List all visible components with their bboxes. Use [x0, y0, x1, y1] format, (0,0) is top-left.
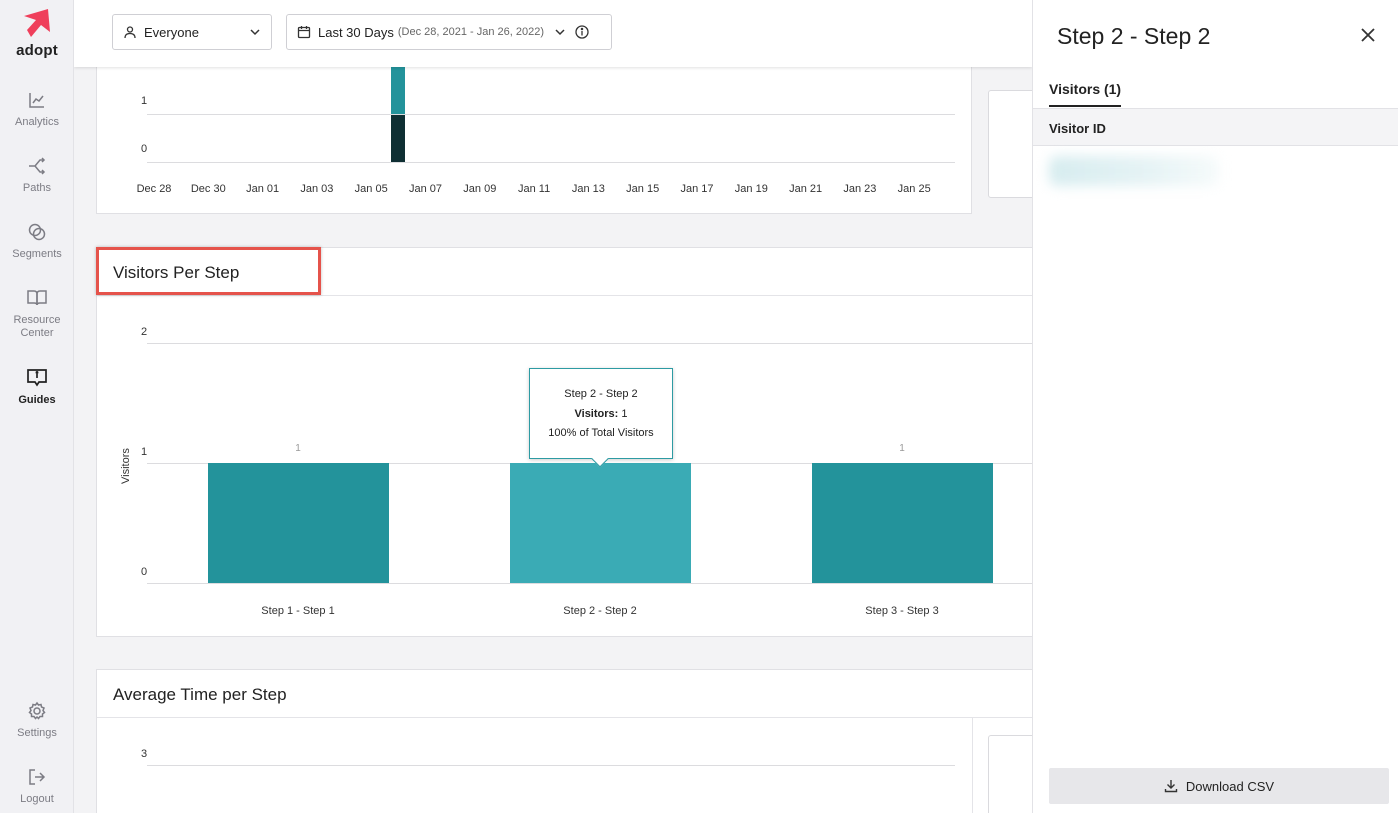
x-tick: Jan 25 — [897, 183, 931, 195]
x-tick: Jan 15 — [626, 183, 660, 195]
y-tick: 0 — [141, 566, 148, 578]
tooltip-metric-value: 1 — [621, 407, 628, 420]
card-title: Visitors Per Step — [113, 263, 240, 282]
segments-icon — [28, 223, 46, 241]
divider — [972, 718, 973, 813]
tooltip-metric-label: Visitors: — [574, 407, 619, 420]
y-tick: 0 — [141, 143, 148, 155]
card-title: Average Time per Step — [113, 685, 287, 704]
download-csv-button[interactable]: Download CSV — [1049, 768, 1389, 804]
column-header-visitor-id[interactable]: Visitor ID — [1049, 121, 1106, 136]
title-highlight-box — [96, 247, 321, 295]
chart-line-icon — [29, 93, 44, 108]
date-range-value: Last 30 Days — [318, 24, 394, 40]
sidebar-item-label: Paths — [22, 182, 52, 194]
chevron-down-icon — [250, 29, 260, 36]
y-tick: 1 — [141, 446, 148, 458]
tab-visitors[interactable]: Visitors (1) — [1049, 81, 1122, 107]
sidebar-item-paths[interactable]: Paths — [0, 156, 74, 195]
x-tick: Jan 13 — [571, 183, 605, 195]
card-header: Visitors Per Step — [97, 248, 1032, 296]
x-tick: Jan 21 — [789, 183, 823, 195]
calendar-icon — [297, 26, 311, 39]
tooltip-metric: Visitors: 1 — [530, 405, 672, 425]
gear-icon — [28, 701, 46, 720]
panel-title: Step 2 - Step 2 — [1057, 23, 1211, 49]
x-tick: Jan 05 — [354, 183, 388, 195]
date-range-select[interactable]: Last 30 Days (Dec 28, 2021 - Jan 26, 202… — [286, 14, 612, 50]
download-csv-label: Download CSV — [1185, 778, 1275, 794]
logout-icon — [29, 769, 46, 785]
main-content: Everyone Last 30 Days (Dec 28, 2021 - Ja… — [74, 0, 1032, 813]
x-tick: Dec 30 — [190, 183, 226, 195]
x-tick: Jan 07 — [408, 183, 443, 195]
step-detail-panel: Step 2 - Step 2 Visitors (1) Visitor ID … — [1032, 0, 1398, 813]
x-tick: Jan 23 — [843, 183, 877, 195]
sidebar-item-guides[interactable]: Guides — [0, 368, 74, 407]
card-header: Average Time per Step — [97, 670, 1032, 718]
bar-3[interactable] — [811, 463, 993, 583]
info-icon[interactable] — [575, 25, 589, 39]
y-tick: 1 — [141, 95, 148, 107]
user-icon — [124, 26, 136, 39]
paths-icon — [29, 157, 46, 175]
download-icon — [1164, 780, 1178, 793]
sidebar-item-label: Logout — [20, 793, 54, 805]
tooltip-percent: 100% of Total Visitors — [548, 427, 654, 439]
chevron-down-icon — [555, 29, 565, 36]
sidebar-item-label: Guides — [18, 394, 56, 406]
tooltip-title: Step 2 - Step 2 — [564, 388, 638, 400]
adopt-logo-icon — [24, 9, 50, 37]
bar-1[interactable] — [207, 463, 389, 583]
sidebar-item-label: Settings — [17, 727, 57, 739]
filter-bar: Everyone Last 30 Days (Dec 28, 2021 - Ja… — [74, 0, 1032, 67]
timeline-side-widget — [988, 90, 1032, 198]
x-tick: Jan 19 — [734, 183, 768, 195]
gridline — [147, 343, 1032, 344]
bar-2[interactable] — [509, 463, 691, 583]
x-tick: Jan 01 — [246, 183, 280, 195]
x-tick: Jan 17 — [680, 183, 714, 195]
close-icon[interactable] — [1359, 26, 1377, 44]
table-header: Visitor ID — [1033, 108, 1398, 146]
logo[interactable]: adopt — [0, 6, 74, 59]
sidebar-item-label: Analytics — [14, 116, 60, 128]
x-tick: Step 2 - Step 2 — [563, 605, 637, 617]
average-time-card: Average Time per Step 3 — [96, 669, 1032, 813]
gridline — [147, 583, 1032, 584]
sidebar-item-logout[interactable]: Logout — [0, 767, 74, 806]
x-tick: Jan 11 — [517, 183, 551, 195]
audience-value: Everyone — [144, 24, 199, 40]
x-tick: Jan 03 — [300, 183, 334, 195]
x-tick: Step 1 - Step 1 — [261, 605, 335, 617]
sidebar-item-resource-center[interactable]: Resource Center — [0, 288, 74, 340]
bar-value-label: 1 — [899, 443, 905, 454]
guides-icon — [27, 369, 47, 387]
bar-tooltip: Step 2 - Step 2 Visitors: 1 100% of Tota… — [529, 368, 673, 468]
sidebar: adopt Analytics Paths Segments Resource … — [0, 0, 74, 813]
gridline — [147, 765, 955, 766]
y-tick: 3 — [141, 748, 148, 760]
sidebar-item-label: Resource Center — [13, 314, 61, 339]
sidebar-item-segments[interactable]: Segments — [0, 222, 74, 261]
y-tick: 2 — [141, 326, 148, 338]
x-tick: Step 3 - Step 3 — [865, 605, 939, 617]
sidebar-item-label: Segments — [12, 248, 62, 260]
audience-select[interactable]: Everyone — [112, 14, 272, 50]
x-tick: Jan 09 — [463, 183, 497, 195]
sidebar-item-analytics[interactable]: Analytics — [0, 90, 74, 129]
gridline — [147, 162, 955, 163]
date-range-detail: (Dec 28, 2021 - Jan 26, 2022) — [397, 26, 545, 38]
timeline-bar-upper[interactable] — [391, 64, 405, 114]
average-side-widget — [988, 735, 1032, 813]
blurred-visitor-row[interactable] — [1049, 156, 1219, 186]
sidebar-item-settings[interactable]: Settings — [0, 701, 74, 740]
y-axis-label: Visitors — [120, 448, 132, 484]
x-tick: Dec 28 — [136, 183, 172, 195]
gridline — [147, 114, 955, 115]
timeline-bar-lower[interactable] — [391, 115, 405, 162]
book-icon — [27, 290, 47, 306]
bar-value-label: 1 — [295, 443, 301, 454]
logo-text: adopt — [16, 42, 58, 59]
